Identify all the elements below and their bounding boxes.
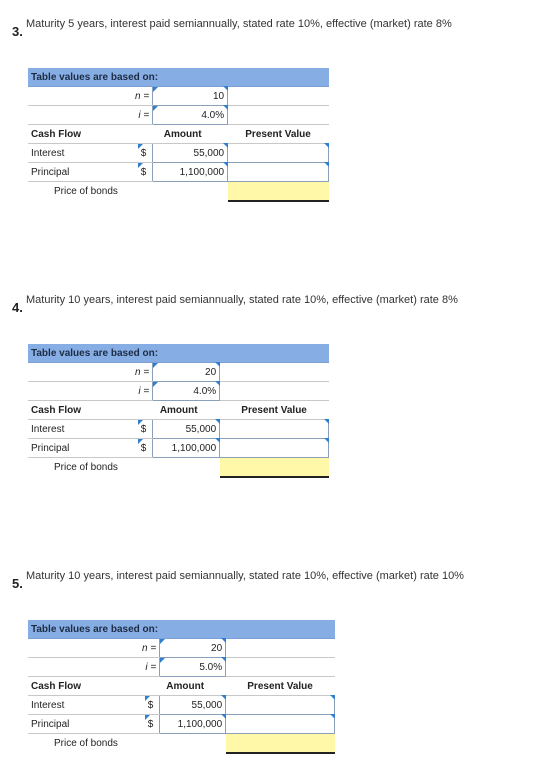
problem-text: Maturity 10 years, interest paid semiann… [26, 570, 464, 582]
principal-currency: $ [137, 162, 153, 182]
table-header: Table values are based on: [28, 344, 329, 363]
table-header: Table values are based on: [28, 68, 329, 87]
i-input[interactable]: 4.0% [152, 105, 229, 125]
principal-currency: $ [144, 714, 160, 734]
col-present-value: Present Value [225, 676, 335, 696]
principal-amount-input[interactable]: 1,100,000 [152, 438, 221, 458]
pv-table: Table values are based on: n = 20 i = 4.… [28, 344, 330, 478]
principal-pv-input[interactable] [225, 714, 336, 734]
interest-amount-input[interactable]: 55,000 [152, 419, 221, 439]
i-label: i = [28, 381, 153, 401]
n-input[interactable]: 20 [159, 638, 227, 658]
problem-text: Maturity 10 years, interest paid semiann… [26, 294, 458, 306]
interest-pv-input[interactable] [219, 419, 330, 439]
interest-pv-input[interactable] [225, 695, 336, 715]
principal-pv-input[interactable] [227, 162, 330, 182]
price-of-bonds-input[interactable] [219, 457, 329, 478]
problem-number: 5. [12, 576, 23, 591]
price-label: Price of bonds [54, 186, 118, 197]
pv-table: Table values are based on: n = 10 i = 4.… [28, 68, 330, 202]
interest-amount-input[interactable]: 55,000 [152, 143, 229, 163]
i-input[interactable]: 5.0% [159, 657, 227, 677]
principal-currency: $ [137, 438, 153, 458]
interest-label: Interest [28, 419, 138, 439]
interest-label: Interest [28, 143, 138, 163]
interest-currency: $ [137, 143, 153, 163]
pv-table: Table values are based on: n = 20 i = 5.… [28, 620, 336, 754]
n-label: n = [28, 86, 153, 106]
col-amount: Amount [144, 676, 226, 696]
problem-text: Maturity 5 years, interest paid semiannu… [26, 18, 452, 30]
principal-amount-input[interactable]: 1,100,000 [152, 162, 229, 182]
problem-number: 4. [12, 300, 23, 315]
interest-pv-input[interactable] [227, 143, 330, 163]
col-cash-flow: Cash Flow [28, 676, 145, 696]
i-label: i = [28, 105, 153, 125]
principal-pv-input[interactable] [219, 438, 330, 458]
col-cash-flow: Cash Flow [28, 400, 138, 420]
col-amount: Amount [137, 400, 220, 420]
interest-currency: $ [144, 695, 160, 715]
principal-amount-input[interactable]: 1,100,000 [159, 714, 227, 734]
problem-number: 3. [12, 24, 23, 39]
interest-amount-input[interactable]: 55,000 [159, 695, 227, 715]
col-amount: Amount [137, 124, 228, 144]
n-label: n = [28, 362, 153, 382]
col-present-value: Present Value [227, 124, 329, 144]
interest-currency: $ [137, 419, 153, 439]
col-cash-flow: Cash Flow [28, 124, 138, 144]
price-label: Price of bonds [54, 738, 118, 749]
n-label: n = [28, 638, 160, 658]
price-of-bonds-input[interactable] [225, 733, 335, 754]
principal-label: Principal [28, 162, 138, 182]
col-present-value: Present Value [219, 400, 329, 420]
principal-label: Principal [28, 714, 145, 734]
table-header: Table values are based on: [28, 620, 335, 639]
principal-label: Principal [28, 438, 138, 458]
i-label: i = [28, 657, 160, 677]
interest-label: Interest [28, 695, 145, 715]
n-input[interactable]: 20 [152, 362, 221, 382]
price-label: Price of bonds [54, 462, 118, 473]
price-of-bonds-input[interactable] [227, 181, 329, 202]
n-input[interactable]: 10 [152, 86, 229, 106]
i-input[interactable]: 4.0% [152, 381, 221, 401]
